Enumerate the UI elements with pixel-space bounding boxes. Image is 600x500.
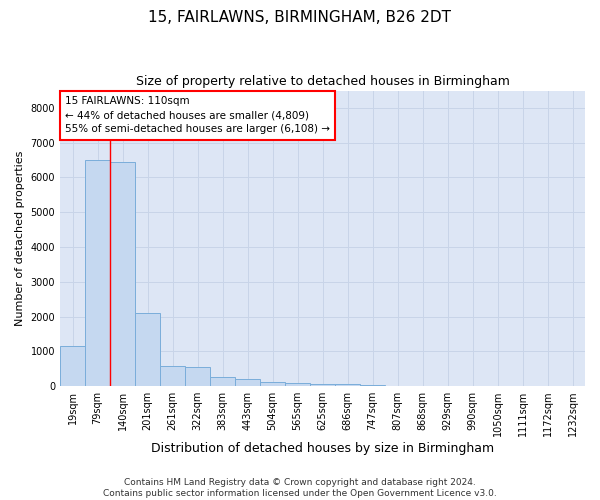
Bar <box>135 313 160 386</box>
Y-axis label: Number of detached properties: Number of detached properties <box>15 150 25 326</box>
Bar <box>285 383 310 386</box>
Bar <box>160 366 185 386</box>
Bar <box>360 384 385 386</box>
Text: Contains HM Land Registry data © Crown copyright and database right 2024.
Contai: Contains HM Land Registry data © Crown c… <box>103 478 497 498</box>
Title: Size of property relative to detached houses in Birmingham: Size of property relative to detached ho… <box>136 75 509 88</box>
Text: 15, FAIRLAWNS, BIRMINGHAM, B26 2DT: 15, FAIRLAWNS, BIRMINGHAM, B26 2DT <box>149 10 452 25</box>
Bar <box>210 378 235 386</box>
Bar <box>335 384 360 386</box>
Bar <box>310 384 335 386</box>
Bar <box>260 382 285 386</box>
Bar <box>185 368 210 386</box>
X-axis label: Distribution of detached houses by size in Birmingham: Distribution of detached houses by size … <box>151 442 494 455</box>
Text: 15 FAIRLAWNS: 110sqm
← 44% of detached houses are smaller (4,809)
55% of semi-de: 15 FAIRLAWNS: 110sqm ← 44% of detached h… <box>65 96 330 134</box>
Bar <box>60 346 85 386</box>
Bar <box>235 380 260 386</box>
Bar <box>110 162 135 386</box>
Bar <box>85 160 110 386</box>
